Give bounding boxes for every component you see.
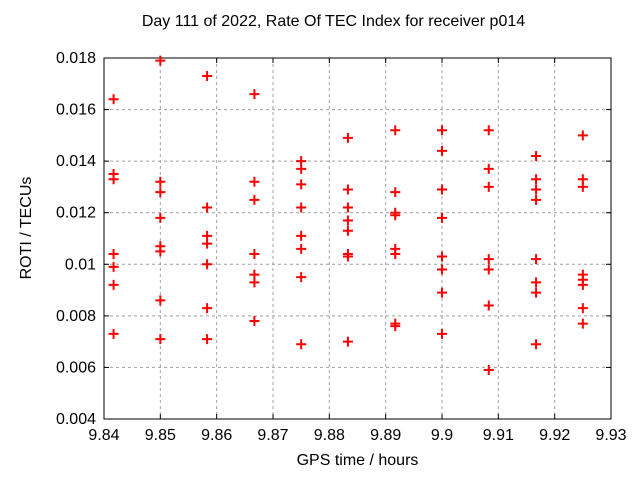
data-point-marker [437, 287, 447, 298]
data-point-marker [342, 132, 353, 143]
data-point-marker [155, 295, 166, 306]
x-tick-label: 9.92 [539, 427, 570, 444]
data-point-marker [296, 339, 307, 350]
data-point-marker [437, 251, 447, 262]
data-point-marker [249, 194, 260, 205]
data-point-marker [577, 318, 588, 329]
data-point-marker [202, 238, 213, 249]
data-point-marker [296, 163, 307, 174]
data-point-marker [483, 181, 494, 192]
data-point-marker [390, 187, 401, 198]
data-point-marker [531, 194, 542, 205]
data-point-marker [249, 89, 260, 100]
data-point-marker [577, 181, 588, 192]
data-point-marker [390, 125, 401, 136]
data-point-marker [483, 264, 494, 275]
data-point-marker [202, 334, 213, 345]
y-tick-label: 0.006 [56, 359, 96, 376]
data-point-marker [202, 71, 213, 82]
x-tick-label: 9.91 [483, 427, 514, 444]
data-point-marker [390, 248, 401, 259]
y-tick-label: 0.008 [56, 308, 96, 325]
y-tick-label: 0.01 [65, 256, 96, 273]
y-tick-label: 0.014 [56, 153, 96, 170]
data-point-marker [296, 243, 307, 254]
data-point-marker [202, 202, 213, 213]
data-point-marker [342, 251, 353, 262]
data-point-marker [342, 225, 353, 236]
data-point-marker [296, 202, 307, 213]
data-point-marker [155, 212, 166, 223]
data-point-marker [437, 212, 447, 223]
data-point-marker [296, 272, 307, 283]
y-tick-label: 0.016 [56, 102, 96, 119]
data-point-marker [202, 303, 213, 314]
data-point-marker [249, 176, 260, 187]
x-tick-label: 9.84 [88, 427, 119, 444]
data-point-marker [390, 210, 401, 221]
data-point-marker [296, 179, 307, 190]
data-point-marker [483, 254, 494, 265]
data-point-marker [202, 259, 213, 270]
data-point-marker [390, 321, 401, 332]
data-point-marker [108, 174, 119, 185]
data-point-marker [342, 336, 353, 347]
data-point-marker [437, 145, 447, 156]
x-tick-label: 9.85 [145, 427, 176, 444]
data-point-marker [342, 202, 353, 213]
data-point-marker [108, 328, 119, 339]
data-point-marker [342, 215, 353, 226]
data-point-marker [437, 184, 447, 195]
data-point-marker [531, 277, 542, 288]
x-tick-label: 9.88 [314, 427, 345, 444]
data-point-marker [531, 184, 542, 195]
data-point-marker [437, 125, 447, 136]
data-point-marker [577, 130, 588, 141]
x-tick-label: 9.87 [257, 427, 288, 444]
data-point-marker [483, 365, 494, 376]
data-point-marker [483, 163, 494, 174]
data-point-marker [108, 94, 119, 105]
x-tick-label: 9.86 [201, 427, 232, 444]
plot-border [103, 57, 612, 420]
data-point-marker [108, 279, 119, 290]
data-point-marker [342, 184, 353, 195]
data-point-marker [531, 150, 542, 161]
data-point-marker [249, 277, 260, 288]
data-point-marker [249, 248, 260, 259]
x-tick-label: 9.89 [370, 427, 401, 444]
data-point-marker [437, 264, 447, 275]
data-point-marker [155, 55, 166, 66]
data-point-marker [155, 187, 166, 198]
y-tick-label: 0.012 [56, 205, 96, 222]
chart-title: Day 111 of 2022, Rate Of TEC Index for r… [141, 13, 526, 30]
data-point-marker [577, 303, 588, 314]
data-point-marker [531, 339, 542, 350]
y-tick-label: 0.004 [56, 411, 96, 428]
data-point-marker [483, 125, 494, 136]
x-tick-label: 9.93 [595, 427, 626, 444]
data-point-marker [531, 174, 542, 185]
data-point-marker [155, 176, 166, 187]
data-point-marker [483, 300, 494, 311]
data-point-marker [531, 254, 542, 265]
data-point-marker [577, 279, 588, 290]
data-point-marker [437, 328, 447, 339]
y-tick-label: 0.018 [56, 50, 96, 67]
data-point-marker [108, 248, 119, 259]
data-point-marker [531, 287, 542, 298]
x-tick-label: 9.9 [431, 427, 453, 444]
data-point-marker [249, 316, 260, 327]
data-point-marker [155, 246, 166, 257]
data-point-marker [296, 230, 307, 241]
x-axis-label: GPS time / hours [296, 452, 419, 469]
data-point-marker [108, 261, 119, 272]
data-point-marker [155, 334, 166, 345]
